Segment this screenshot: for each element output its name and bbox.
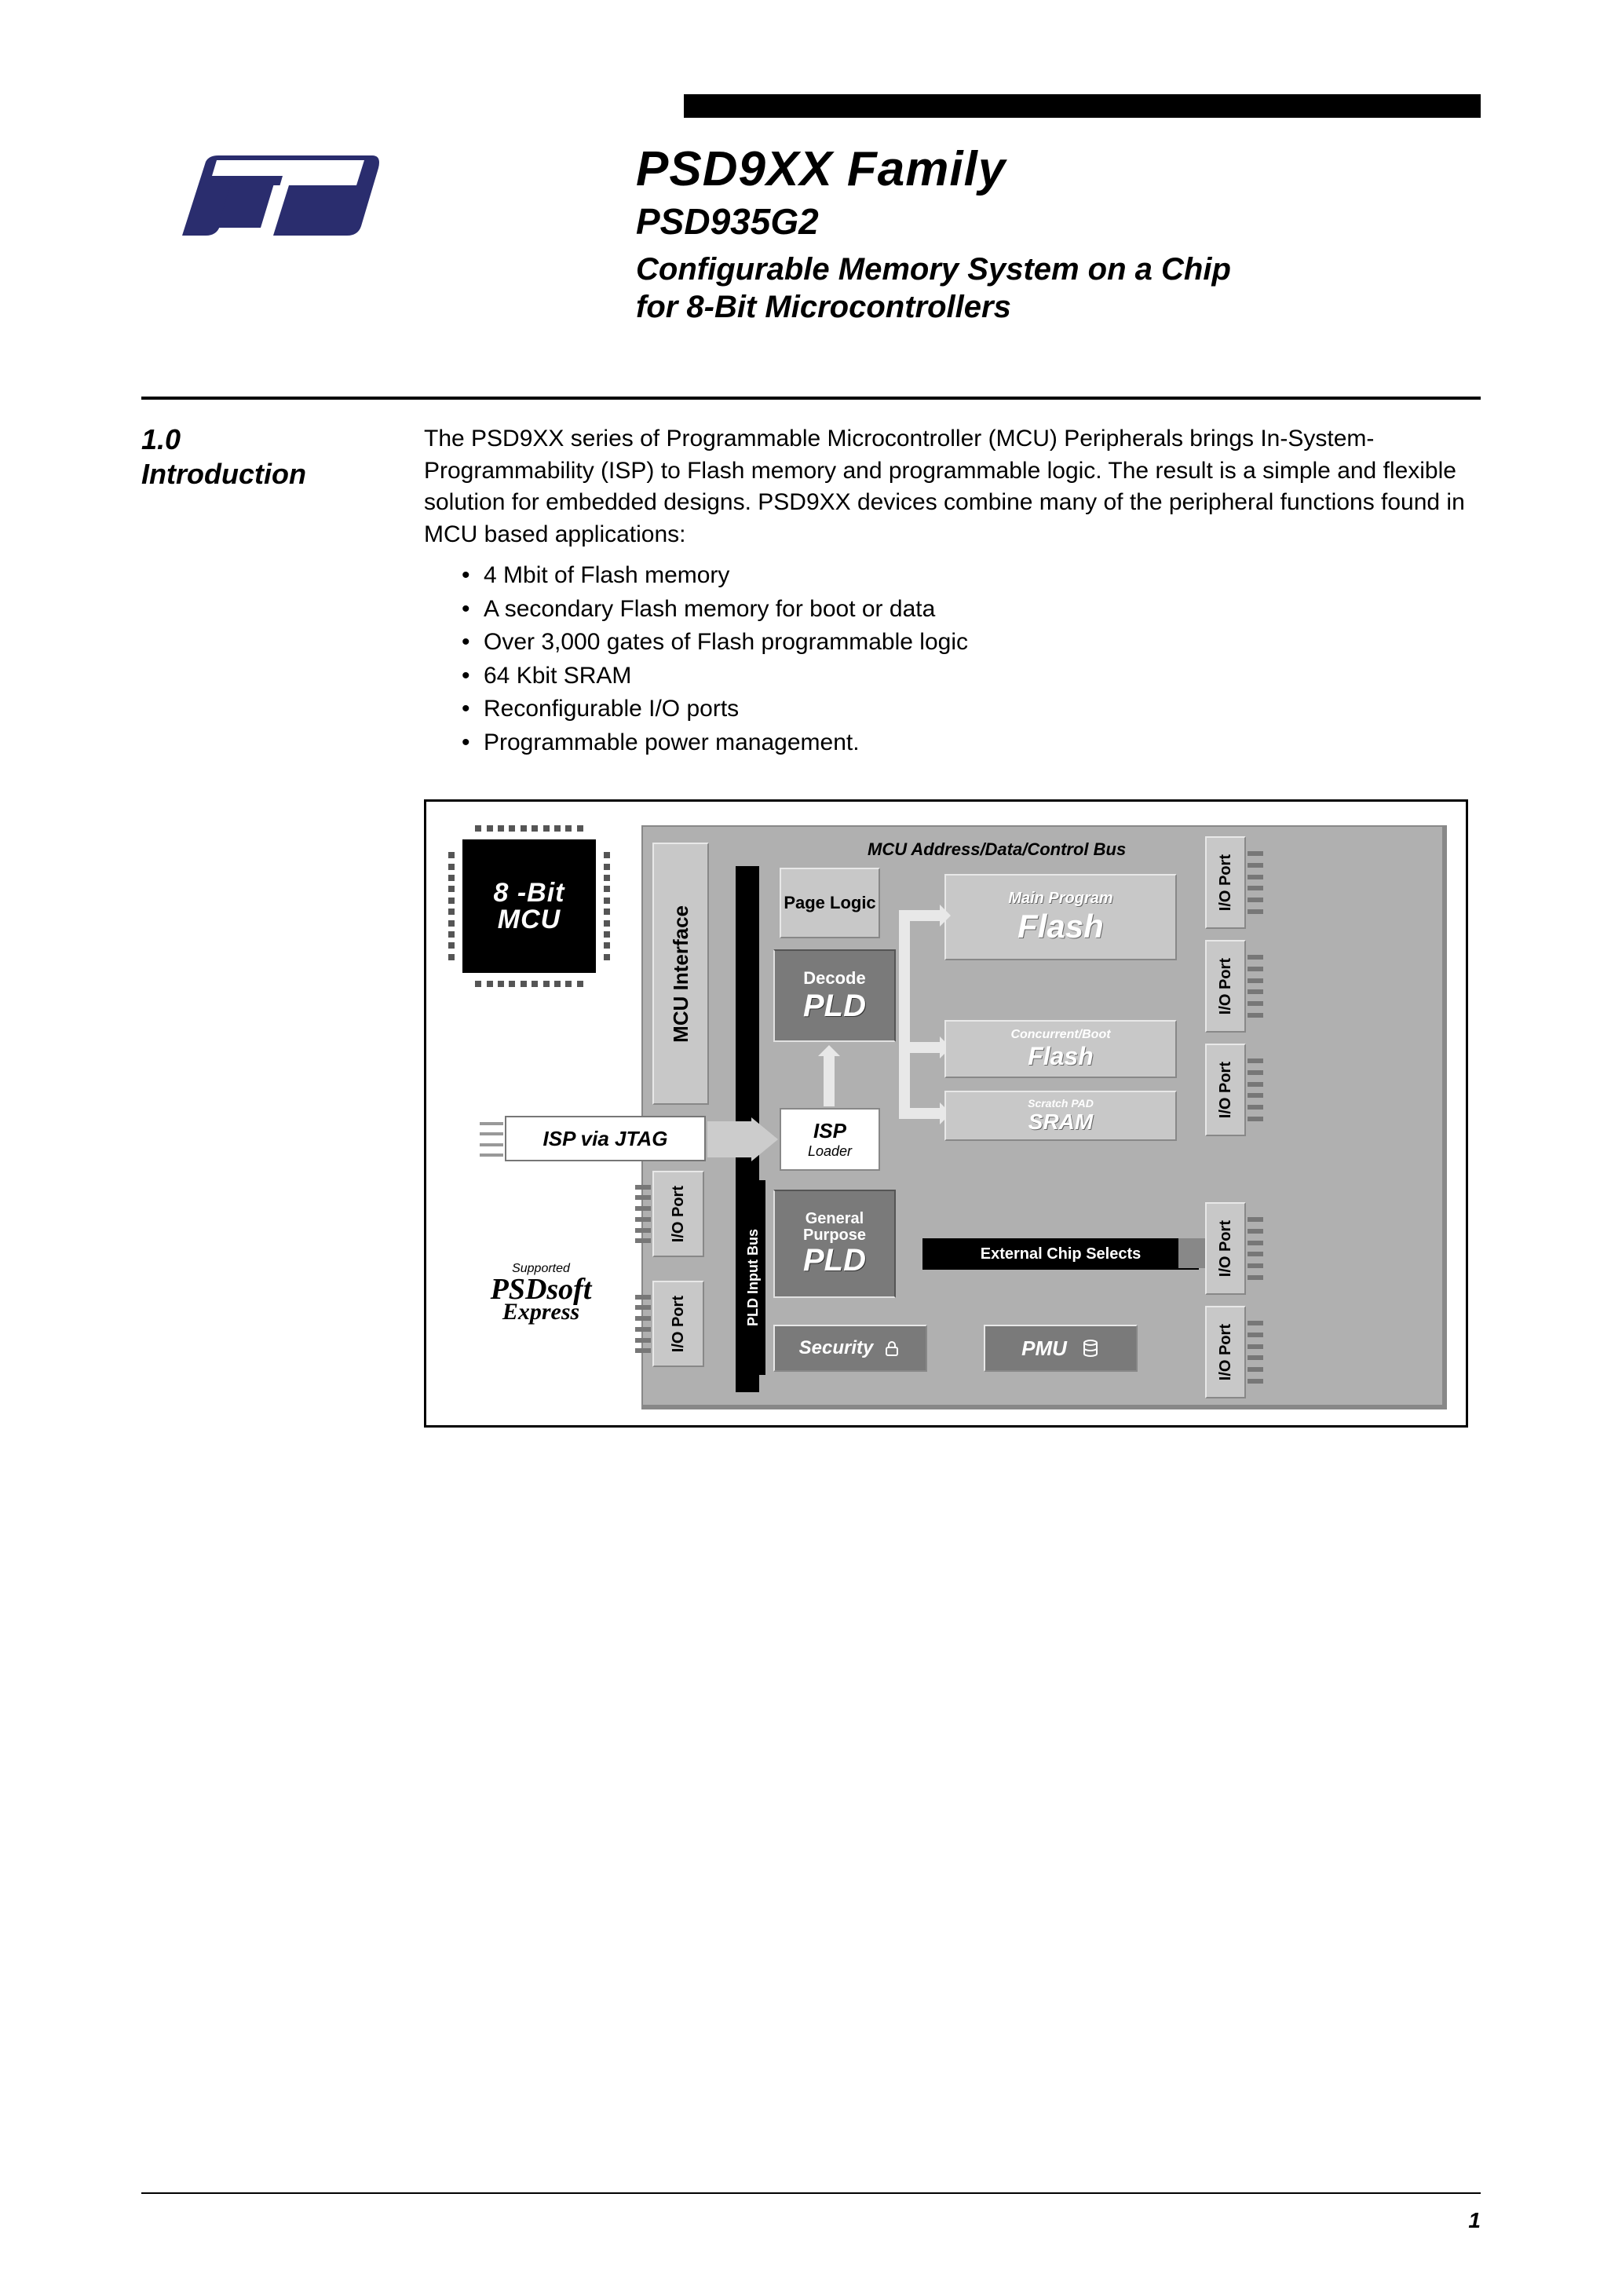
general-pld-block: General Purpose PLD — [773, 1190, 896, 1298]
io-pins — [1248, 948, 1263, 1025]
bullet-item: 64 Kbit SRAM — [462, 660, 1481, 693]
mcu-line1: 8 -Bit — [494, 879, 565, 906]
bullet-item: A secondary Flash memory for boot or dat… — [462, 594, 1481, 626]
sram-block: Scratch PAD SRAM — [944, 1091, 1177, 1141]
mcu-chip: 8 -Bit MCU — [455, 832, 604, 981]
io-pins — [635, 1179, 651, 1249]
intro-paragraph: The PSD9XX series of Programmable Microc… — [424, 423, 1481, 550]
title-main: PSD9XX Family — [636, 141, 1481, 197]
security-block: Security — [773, 1325, 927, 1372]
header-black-bar — [684, 94, 1481, 118]
io-port-block: I/O Port — [1205, 940, 1246, 1033]
bullet-item: Programmable power management. — [462, 727, 1481, 759]
bullet-item: Over 3,000 gates of Flash programmable l… — [462, 627, 1481, 659]
io-port-block: I/O Port — [652, 1171, 704, 1257]
decode-pld-block: Decode PLD — [773, 949, 896, 1042]
io-port-block: I/O Port — [1205, 1044, 1246, 1136]
database-icon — [1081, 1339, 1100, 1358]
io-pins — [1248, 1314, 1263, 1391]
section-name: Introduction — [141, 458, 424, 491]
lock-icon — [882, 1339, 901, 1358]
title-desc2: for 8-Bit Microcontrollers — [636, 288, 1481, 326]
arrow — [899, 1042, 910, 1113]
title-sub: PSD935G2 — [636, 200, 1481, 243]
footer-rule — [141, 2192, 1481, 2194]
section-heading: 1.0 Introduction — [141, 423, 424, 760]
external-chip-selects-bar: External Chip Selects — [922, 1238, 1199, 1270]
concurrent-flash-block: Concurrent/Boot Flash — [944, 1020, 1177, 1078]
bullet-item: Reconfigurable I/O ports — [462, 693, 1481, 726]
title-desc1: Configurable Memory System on a Chip — [636, 250, 1481, 288]
mcu-interface-block: MCU Interface — [652, 843, 709, 1105]
io-port-block: I/O Port — [1205, 836, 1246, 929]
section-number: 1.0 — [141, 423, 424, 456]
pld-input-bus-block: PLD Input Bus — [740, 1180, 765, 1375]
section-rule — [141, 397, 1481, 400]
bullet-list: 4 Mbit of Flash memory A secondary Flash… — [424, 560, 1481, 759]
psdsoft-logo: Supported PSDsoft Express — [462, 1262, 619, 1322]
page-number: 1 — [1468, 2208, 1481, 2233]
arrow — [899, 1108, 940, 1119]
isp-loader-block: ISP Loader — [780, 1108, 880, 1171]
isp-via-jtag-block: ISP via JTAG — [505, 1116, 706, 1161]
mcu-line2: MCU — [498, 906, 561, 933]
arrow — [824, 1053, 835, 1106]
io-port-block: I/O Port — [1205, 1202, 1246, 1295]
header-row: PSD9XX Family PSD935G2 Configurable Memo… — [141, 141, 1481, 326]
bus-label: MCU Address/Data/Control Bus — [868, 839, 1126, 860]
st-logo — [173, 141, 393, 243]
jtag-pins — [480, 1122, 503, 1157]
bullet-item: 4 Mbit of Flash memory — [462, 560, 1481, 592]
arrow-head — [940, 905, 951, 927]
arrow-head — [818, 1045, 840, 1056]
block-diagram: 8 -Bit MCU MCU Address/Data/Control Bus … — [424, 799, 1468, 1428]
io-pins — [1248, 1210, 1263, 1287]
io-pins — [1248, 844, 1263, 921]
io-pins — [635, 1289, 651, 1359]
arrow — [899, 910, 910, 1050]
io-port-block: I/O Port — [652, 1281, 704, 1367]
page-logic-block: Page Logic — [780, 868, 880, 938]
io-pins — [1248, 1051, 1263, 1128]
pmu-block: PMU — [984, 1325, 1138, 1372]
main-flash-block: Main Program Flash — [944, 874, 1177, 960]
io-port-block: I/O Port — [1205, 1306, 1246, 1398]
section-body: The PSD9XX series of Programmable Microc… — [424, 423, 1481, 760]
title-block: PSD9XX Family PSD935G2 Configurable Memo… — [636, 141, 1481, 326]
